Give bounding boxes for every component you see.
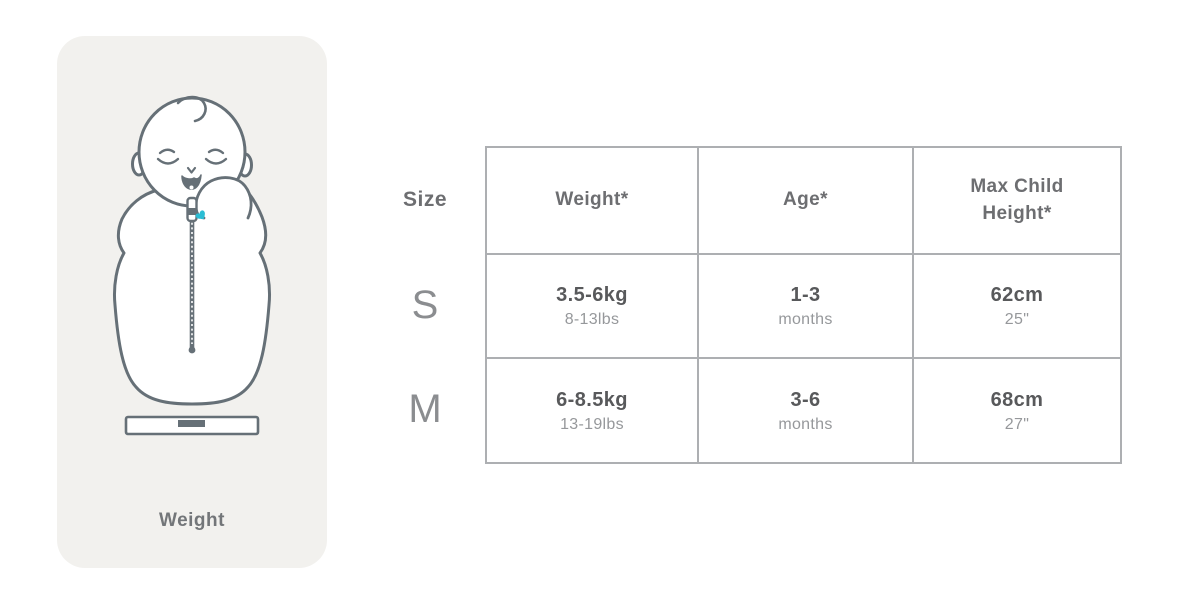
front-arm-fill (195, 177, 250, 233)
size-column-header: Size (402, 187, 448, 211)
col-header-max-height: Max Child Height* (912, 146, 1122, 255)
col-header-weight-label: Weight* (555, 189, 629, 211)
cell-m-weight: 6-8.5kg 13-19lbs (485, 357, 699, 464)
size-labels-column: Size S M (380, 146, 470, 462)
baby-right-eye (204, 157, 228, 165)
baby-nose (186, 166, 197, 174)
col-header-age-label: Age* (783, 189, 828, 211)
value-secondary: 8-13lbs (564, 311, 620, 328)
value-secondary: 27" (1004, 415, 1030, 433)
col-header-max-height-label: Max Child Height* (970, 175, 1064, 224)
table-header-row: Weight* Age* Max Child Height* (485, 146, 1122, 255)
baby-left-eye (156, 157, 180, 165)
table-row-s: 3.5-6kg 8-13lbs 1-3 months 62cm 25" (485, 253, 1122, 359)
value-primary: 3-6 (790, 388, 821, 411)
cell-s-height: 62cm 25" (912, 253, 1122, 359)
value-secondary: 25" (1004, 311, 1030, 328)
col-header-weight: Weight* (485, 146, 699, 255)
scale-base-display (178, 420, 205, 427)
size-row-label-s: S (411, 282, 439, 327)
panel-label: Weight (159, 510, 225, 531)
zipper-end-dot (188, 346, 196, 354)
value-primary: 68cm (990, 388, 1044, 411)
value-primary: 6-8.5kg (556, 388, 628, 411)
value-secondary: 13-19lbs (560, 415, 624, 433)
table-row-m: 6-8.5kg 13-19lbs 3-6 months 68cm 27" (485, 357, 1122, 464)
zipper-pull-band (188, 208, 196, 215)
cell-s-age: 1-3 months (697, 253, 914, 359)
size-row-label-m: M (408, 387, 442, 431)
baby-tongue (189, 185, 194, 190)
cell-m-age: 3-6 months (697, 357, 914, 464)
col-header-age: Age* (697, 146, 914, 255)
value-secondary: months (778, 311, 833, 328)
baby-right-brow (207, 148, 225, 155)
baby-left-brow (158, 148, 176, 155)
value-primary: 3.5-6kg (556, 284, 628, 306)
cell-m-height: 68cm 27" (912, 357, 1122, 464)
baby-mouth (181, 174, 202, 190)
weight-panel: Weight (57, 36, 327, 568)
value-secondary: months (778, 415, 833, 433)
baby-swaddle-scale-illustration (113, 95, 271, 436)
heart-icon (195, 210, 205, 220)
value-primary: 62cm (990, 284, 1044, 306)
size-chart-table: Weight* Age* Max Child Height* 3.5-6kg 8… (485, 146, 1122, 464)
value-primary: 1-3 (790, 284, 821, 306)
cell-s-weight: 3.5-6kg 8-13lbs (485, 253, 699, 359)
baby-hair-curl (176, 95, 207, 123)
